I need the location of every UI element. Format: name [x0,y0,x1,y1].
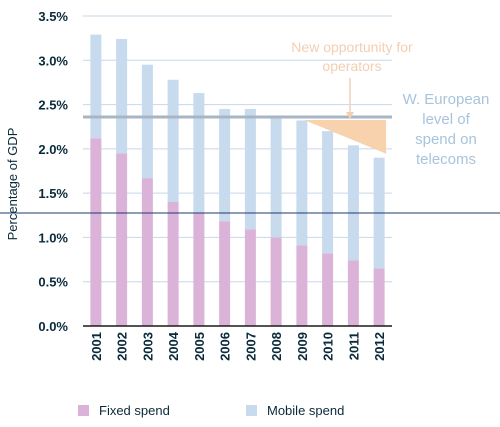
x-tick-label: 2012 [372,332,387,361]
x-tick-label: 2011 [346,332,361,360]
opportunity-annotation-line: operators [322,58,381,74]
x-tick-label: 2003 [140,332,155,361]
bar-fixed-spend [116,153,128,326]
bar-mobile-spend [193,93,205,213]
y-tick-label: 1.5% [38,186,68,201]
y-tick-label: 2.5% [38,98,68,113]
bar-mobile-spend [90,34,102,139]
x-tick-label: 2010 [321,332,336,361]
bar-fixed-spend [244,229,256,326]
x-tick-label: 2005 [192,332,207,361]
bar-fixed-spend [193,212,205,326]
reference-annotation-line: W. European [403,91,490,108]
y-tick-label: 0.5% [38,275,68,290]
legend-swatch-mobile [246,405,257,416]
reference-annotation-line: telecoms [416,151,476,168]
bar-mobile-spend [141,64,153,179]
bar-mobile-spend [296,120,308,246]
x-tick-label: 2002 [115,332,130,361]
legend-item-fixed: Fixed spend [78,403,170,418]
legend-item-mobile: Mobile spend [246,403,344,418]
x-tick-label: 2008 [269,332,284,361]
bar-fixed-spend [270,237,282,326]
bar-fixed-spend [347,260,359,326]
bar-mobile-spend [347,145,359,261]
x-tick-label: 2006 [218,332,233,361]
reference-annotation-line: spend on [415,131,477,148]
reference-annotation-line: level of [422,111,470,128]
bar-mobile-spend [244,109,256,230]
legend: Fixed spend Mobile spend [0,403,500,423]
bar-mobile-spend [270,116,282,238]
x-tick-label: 2001 [89,332,104,361]
y-tick-label: 0.0% [38,319,68,334]
bar-mobile-spend [116,39,128,154]
x-tick-label: 2007 [243,332,258,361]
legend-label-mobile: Mobile spend [267,403,345,418]
opportunity-annotation-line: New opportunity for [291,39,413,55]
bar-fixed-spend [322,253,334,326]
bar-fixed-spend [219,221,231,326]
bar-fixed-spend [296,245,308,326]
legend-label-fixed: Fixed spend [99,403,170,418]
y-tick-label: 3.0% [38,53,68,68]
bar-fixed-spend [141,178,153,326]
bar-fixed-spend [373,268,385,326]
x-tick-label: 2009 [295,332,310,361]
y-tick-label: 3.5% [38,9,68,24]
y-tick-label: 2.0% [38,142,68,157]
y-axis-label: Percentage of GDP [5,128,20,241]
bar-mobile-spend [167,79,179,202]
y-tick-label: 1.0% [38,230,68,245]
opportunity-wedge [304,119,387,154]
bar-fixed-spend [90,138,102,326]
legend-swatch-fixed [78,405,89,416]
bar-mobile-spend [219,109,231,222]
bar-mobile-spend [322,131,334,254]
x-tick-label: 2004 [166,331,181,361]
opportunity-arrow-head [346,111,354,119]
bar-fixed-spend [167,202,179,326]
